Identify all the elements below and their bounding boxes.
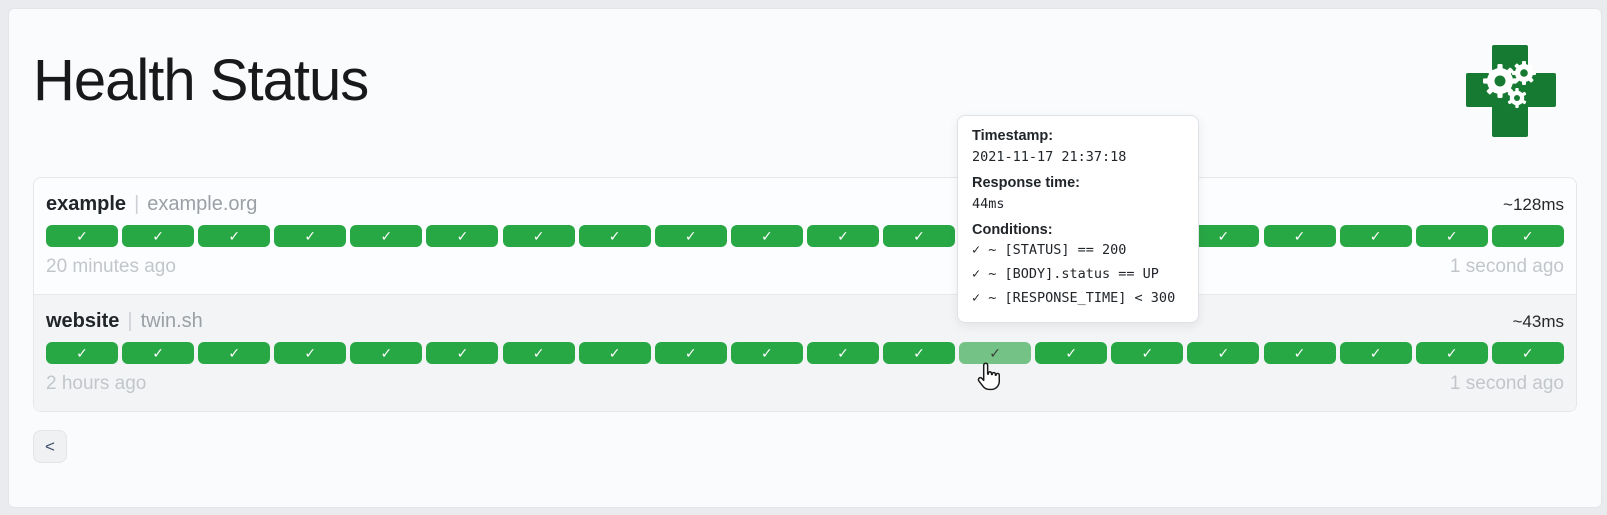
status-bar[interactable]: ✓ — [730, 342, 803, 364]
separator: | — [134, 193, 140, 215]
result-age-row: 2 hours ago 1 second ago — [46, 373, 1564, 395]
condition-result: ✓ ~ [RESPONSE_TIME] < 300 — [972, 290, 1176, 306]
status-bar[interactable]: ✓ — [1339, 225, 1412, 247]
tooltip-response-group: Response time: 44ms — [972, 175, 1184, 212]
status-bar-hovered[interactable]: ✓ — [959, 342, 1032, 364]
status-bar[interactable]: ✓ — [426, 225, 499, 247]
tooltip-conditions-group: Conditions: ✓ ~ [STATUS] == 200 ✓ ~ [BODY… — [972, 222, 1184, 310]
status-bar[interactable]: ✓ — [122, 225, 195, 247]
status-tooltip: Timestamp: 2021-11-17 21:37:18 Response … — [957, 115, 1199, 323]
endpoints-list: example | example.org ~128ms ✓ ✓ ✓ ✓ ✓ ✓ ✓ ✓ ✓ ✓ ✓… — [33, 177, 1577, 412]
endpoint-name: website — [46, 310, 120, 332]
oldest-result-age: 2 hours ago — [46, 373, 147, 394]
separator: | — [127, 310, 133, 332]
newest-result-age: 1 second ago — [1449, 373, 1564, 394]
endpoint-name: example — [46, 193, 127, 215]
status-bar-row: ✓✓✓✓✓✓✓✓✓✓✓✓✓✓✓✓✓✓✓✓ — [46, 225, 1564, 247]
status-bar[interactable]: ✓ — [350, 225, 423, 247]
health-dashboard-card: Health Status — [8, 8, 1602, 508]
endpoint-header: website | twin.sh ~43ms — [46, 310, 1564, 333]
status-bar-row: ✓✓✓✓✓✓✓✓✓✓✓✓✓✓✓✓✓✓✓✓ — [46, 342, 1564, 364]
condition-result: ✓ ~ [STATUS] == 200 — [972, 242, 1127, 258]
status-bar[interactable]: ✓ — [1415, 342, 1488, 364]
endpoint-row-website: website | twin.sh ~43ms ✓ ✓ ✓ ✓ ✓ ✓ ✓ ✓ ✓ ✓ ✓ ✓ ✓ ✓ ✓ ✓… — [34, 294, 1576, 411]
status-bar[interactable]: ✓ — [806, 225, 879, 247]
gear-icon — [1507, 88, 1527, 108]
tooltip-timestamp-value: 2021-11-17 21:37:18 — [972, 149, 1127, 165]
tooltip-response-value: 44ms — [972, 196, 1005, 212]
status-bar[interactable]: ✓ — [883, 342, 956, 364]
mouse-cursor-hand-icon — [977, 362, 1001, 391]
gear-icon — [1483, 64, 1517, 98]
status-bar[interactable]: ✓ — [1415, 225, 1488, 247]
status-bar[interactable]: ✓ — [274, 342, 347, 364]
status-bar[interactable]: ✓ — [654, 342, 727, 364]
status-bar[interactable]: ✓ — [730, 225, 803, 247]
average-response-time: ~128ms — [1503, 195, 1564, 214]
page-title: Health Status — [33, 48, 369, 113]
result-age-row: 20 minutes ago 1 second ago — [46, 256, 1564, 278]
status-bar[interactable]: ✓ — [883, 225, 956, 247]
endpoint-row-example: example | example.org ~128ms ✓ ✓ ✓ ✓ ✓ ✓ ✓ ✓ ✓ ✓ ✓… — [34, 178, 1576, 294]
endpoint-url: example.org — [147, 193, 258, 215]
status-bar[interactable]: ✓ — [198, 342, 271, 364]
tooltip-conditions-label: Conditions: — [972, 222, 1053, 238]
status-bar[interactable]: ✓ — [46, 342, 118, 364]
newest-result-age: 1 second ago — [1449, 256, 1564, 277]
status-bar[interactable]: ✓ — [426, 342, 499, 364]
status-bar[interactable]: ✓ — [1187, 342, 1260, 364]
status-bar[interactable]: ✓ — [578, 225, 651, 247]
endpoint-url: twin.sh — [140, 310, 203, 332]
status-bar[interactable]: ✓ — [578, 342, 651, 364]
status-bar[interactable]: ✓ — [1035, 342, 1108, 364]
tooltip-conditions-list: ✓ ~ [STATUS] == 200 ✓ ~ [BODY].status == … — [972, 238, 1184, 310]
status-bar[interactable]: ✓ — [1491, 342, 1564, 364]
status-bar[interactable]: ✓ — [502, 225, 575, 247]
status-bar[interactable]: ✓ — [350, 342, 423, 364]
oldest-result-age: 20 minutes ago — [46, 256, 176, 277]
endpoint-header: example | example.org ~128ms — [46, 193, 1564, 216]
status-bar[interactable]: ✓ — [46, 225, 118, 247]
status-bar[interactable]: ✓ — [502, 342, 575, 364]
status-bar[interactable]: ✓ — [1339, 342, 1412, 364]
status-bar[interactable]: ✓ — [654, 225, 727, 247]
condition-result: ✓ ~ [BODY].status == UP — [972, 266, 1159, 282]
status-bar[interactable]: ✓ — [1263, 342, 1336, 364]
header: Health Status — [33, 45, 1577, 137]
status-bar[interactable]: ✓ — [1491, 225, 1564, 247]
status-bar[interactable]: ✓ — [1263, 225, 1336, 247]
pagination: < — [33, 430, 1577, 463]
status-bar[interactable]: ✓ — [198, 225, 271, 247]
status-bar[interactable]: ✓ — [1111, 342, 1184, 364]
status-bar[interactable]: ✓ — [806, 342, 879, 364]
average-response-time: ~43ms — [1512, 312, 1565, 331]
previous-page-button[interactable]: < — [33, 430, 67, 463]
status-bar[interactable]: ✓ — [274, 225, 347, 247]
app-logo-cross-gears-icon — [1466, 45, 1556, 137]
gear-icon — [1512, 61, 1536, 85]
tooltip-timestamp-group: Timestamp: 2021-11-17 21:37:18 — [972, 128, 1184, 165]
status-bar[interactable]: ✓ — [122, 342, 195, 364]
tooltip-response-label: Response time: — [972, 175, 1080, 191]
status-bar[interactable]: ✓ — [1187, 225, 1260, 247]
tooltip-timestamp-label: Timestamp: — [972, 128, 1054, 144]
